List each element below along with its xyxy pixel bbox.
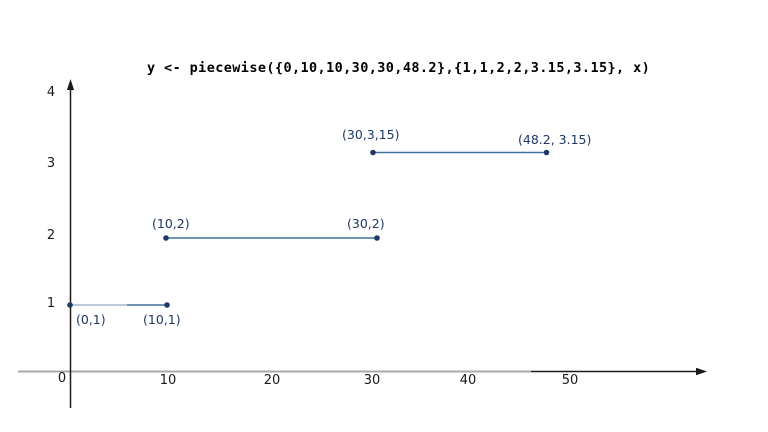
- x-tick-20: 20: [263, 373, 281, 388]
- x-tick-30: 30: [363, 373, 381, 388]
- point-label-482-315: (48.2, 3.15): [518, 132, 592, 147]
- y-axis-arrowhead-icon: [66, 79, 75, 90]
- x-tick-50: 50: [561, 373, 579, 388]
- point-label-30-2: (30,2): [347, 216, 385, 231]
- point-label-30-315: (30,3,15): [342, 127, 400, 142]
- y-tick-3: 3: [46, 156, 56, 171]
- x-axis-arrowhead-icon: [696, 367, 707, 376]
- point-label-10-1: (10,1): [143, 312, 181, 327]
- point-dot-10-1: [164, 302, 170, 308]
- x-tick-0: 0: [57, 371, 67, 386]
- chart-title: y <- piecewise({0,10,10,30,30,48.2},{1,1…: [147, 60, 651, 76]
- point-dot-30-2: [374, 235, 380, 241]
- point-label-10-2: (10,2): [152, 216, 190, 231]
- point-dot-30-315: [370, 149, 376, 156]
- point-dot-0-1: [67, 302, 73, 308]
- point-label-0-1: (0,1): [76, 312, 106, 327]
- y-tick-2: 2: [46, 228, 56, 243]
- point-dot-482-315: [543, 149, 550, 156]
- y-tick-4: 4: [46, 85, 56, 100]
- point-dot-10-2: [163, 235, 169, 241]
- y-tick-1: 1: [46, 296, 56, 311]
- x-tick-40: 40: [459, 373, 477, 388]
- x-tick-10: 10: [159, 373, 177, 388]
